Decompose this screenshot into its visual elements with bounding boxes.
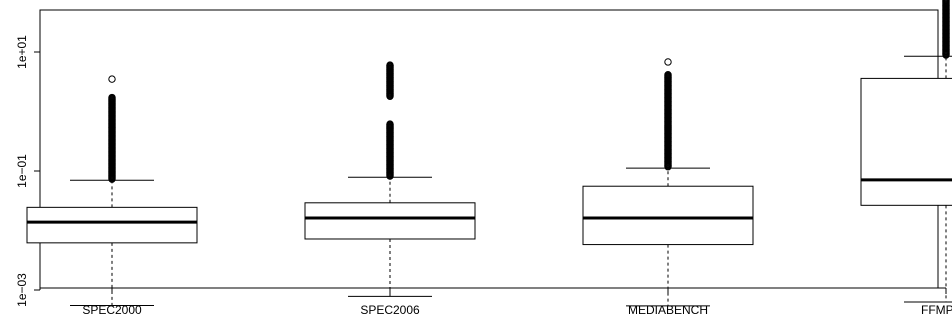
- box-iqr: [304, 202, 476, 240]
- outlier-points: [942, 0, 950, 59]
- box-iqr: [860, 77, 952, 206]
- outlier-point: [108, 93, 116, 102]
- box-group: [860, 0, 952, 303]
- x-axis: SPEC2000 SPEC2006 MEDIABENCH FFMPEG: [82, 287, 952, 317]
- x-category-label: MEDIABENCH: [628, 303, 708, 317]
- y-tick-label: 1e−03: [15, 273, 29, 307]
- y-tick-label: 1e−01: [15, 154, 29, 188]
- x-category-label: SPEC2000: [82, 303, 142, 317]
- y-tick-label: 1e+01: [15, 35, 29, 69]
- outlier-point: [386, 61, 394, 69]
- y-axis: 1e−03 1e−01 1e+01: [15, 35, 41, 307]
- outlier-point: [386, 120, 394, 128]
- box-group: [304, 61, 476, 297]
- x-category-label: FFMPEG: [921, 303, 952, 317]
- outlier-points: [664, 58, 672, 171]
- outlier-point: [664, 58, 672, 66]
- box-iqr: [26, 206, 198, 244]
- box-group: [582, 58, 754, 307]
- box-group: [26, 75, 198, 306]
- outlier-point: [108, 75, 116, 83]
- outlier-point: [942, 0, 950, 5]
- plot-frame: [39, 9, 939, 289]
- box-iqr: [582, 185, 754, 246]
- outlier-point: [664, 71, 672, 79]
- outlier-points: [386, 61, 394, 180]
- x-category-label: SPEC2006: [360, 303, 420, 317]
- outlier-points: [108, 75, 116, 183]
- box-groups: [26, 0, 952, 307]
